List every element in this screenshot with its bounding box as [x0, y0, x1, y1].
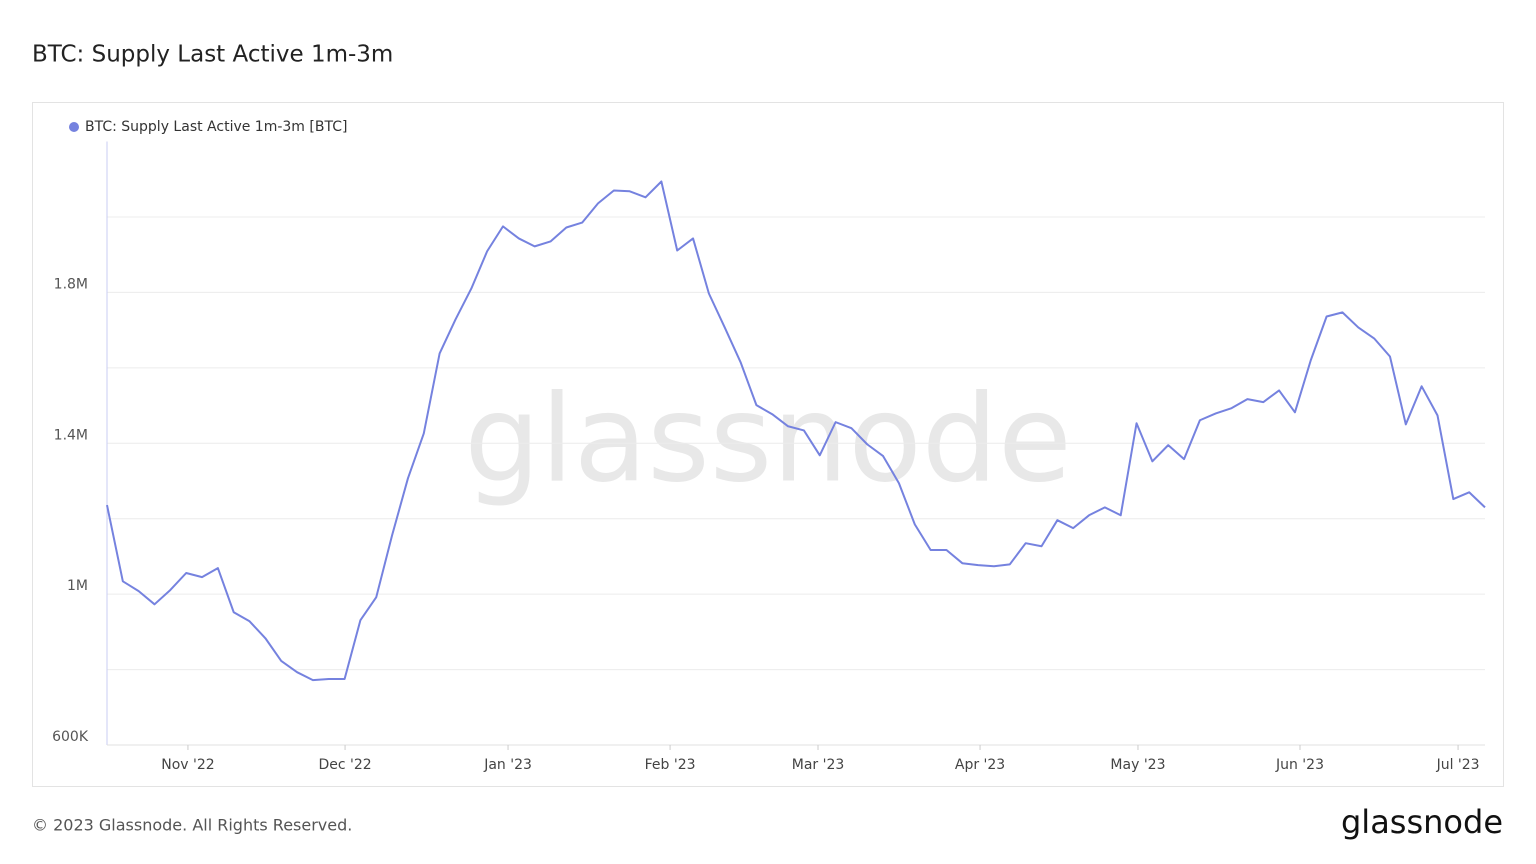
chart-title: BTC: Supply Last Active 1m-3m [32, 42, 393, 68]
x-tick-label: Jan '23 [483, 757, 532, 773]
y-tick-label: 1.8M [54, 276, 88, 292]
x-tick-label: Dec '22 [318, 757, 371, 773]
x-tick-label: Nov '22 [161, 757, 214, 773]
legend-label[interactable]: BTC: Supply Last Active 1m-3m [BTC] [85, 119, 347, 135]
legend-marker [69, 122, 79, 132]
y-tick-label: 1.4M [54, 427, 88, 443]
x-tick-label: Feb '23 [645, 757, 696, 773]
x-tick-label: Jul '23 [1436, 757, 1480, 773]
y-tick-label: 600K [52, 729, 89, 745]
watermark: glassnode [464, 371, 1072, 510]
x-tick-label: Mar '23 [792, 757, 845, 773]
logo: glassnode [1341, 803, 1503, 841]
x-tick-label: Apr '23 [955, 757, 1005, 773]
data-line [106, 180, 1486, 682]
x-tick-label: May '23 [1110, 757, 1165, 773]
x-tick-label: Jun '23 [1275, 757, 1324, 773]
plot-area: 600K 1M 1.4M 1.8M Nov '22 Dec '22 Jan '23 Feb '… [52, 141, 1486, 773]
y-tick-label: 1M [67, 578, 88, 594]
footer: © 2023 Glassnode. All Rights Reserved. [32, 816, 352, 835]
